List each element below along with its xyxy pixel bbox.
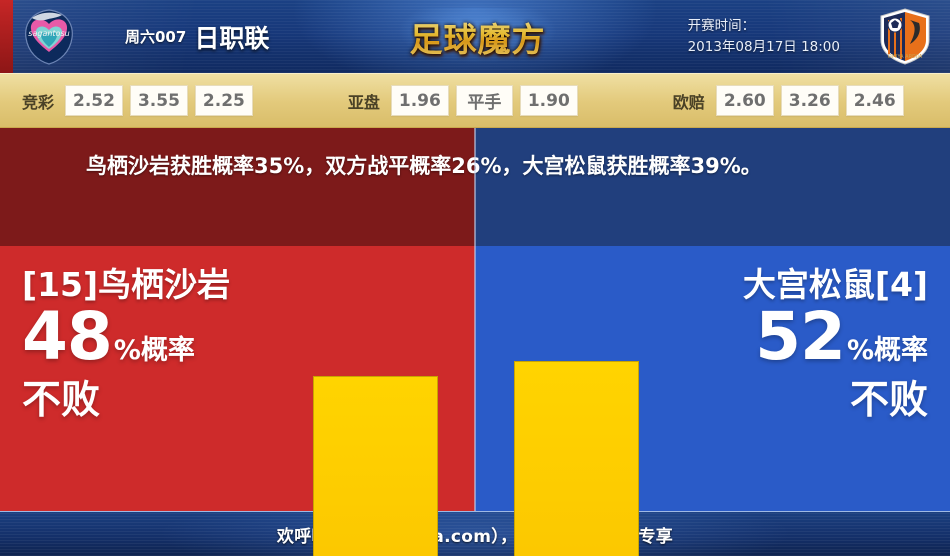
match-number: 周六007: [125, 28, 187, 46]
site-logo-text: 足球魔方: [410, 13, 546, 61]
footer-bar: 欢呼吧（huanhuba.com），以下情报为会员专享: [0, 511, 950, 556]
odds-cell[interactable]: 2.60: [715, 85, 774, 116]
odds-group-label: 竞彩: [22, 92, 55, 112]
away-outcome-label: 不败: [849, 378, 928, 424]
away-team-name: 大宫松鼠[4]: [742, 265, 928, 304]
odds-group-yapan: 亚盘 1.96 平手 1.90: [348, 85, 578, 116]
kickoff-label: 开赛时间：: [687, 17, 756, 34]
away-probability-bar: [514, 361, 639, 556]
svg-text:OMIYA ARDIJA: OMIYA ARDIJA: [888, 54, 923, 60]
header-red-strip: [0, 0, 13, 73]
home-outcome-label: 不败: [22, 378, 101, 424]
summary-band-left: [0, 128, 475, 246]
odds-cell[interactable]: 平手: [455, 85, 513, 116]
away-team-block: 大宫松鼠[4] 52 % 概率 不败: [628, 265, 928, 424]
odds-group-oupei: 欧赔 2.60 3.26 2.46: [673, 85, 904, 116]
omiya-ardija-crest: OMIYA ARDIJA: [874, 6, 936, 66]
home-team-block: [15]鸟栖沙岩 48 % 概率 不败: [22, 265, 322, 424]
odds-bar: 竞彩 2.52 3.55 2.25 亚盘 1.96 平手 1.90 欧赔 2.6…: [0, 73, 950, 128]
panel-divider: [474, 128, 476, 511]
away-percent-row: 52 % 概率: [628, 297, 928, 375]
odds-cell[interactable]: 2.52: [65, 85, 123, 116]
home-percent-row: 48 % 概率: [22, 297, 322, 375]
site-logo[interactable]: 足球魔方: [390, 8, 565, 65]
odds-group-jingcai: 竞彩 2.52 3.55 2.25: [22, 85, 253, 116]
sagan-tosu-crest: sagantosu: [18, 6, 80, 66]
match-label: 周六007 日职联: [125, 0, 269, 73]
odds-cell[interactable]: 1.96: [390, 85, 449, 116]
odds-group-label: 亚盘: [347, 92, 380, 112]
kickoff-value: 2013年08月17日 18:00: [687, 39, 840, 55]
home-team-name: [15]鸟栖沙岩: [22, 265, 231, 304]
away-percent-value: 52: [755, 297, 846, 375]
league-name: 日职联: [194, 23, 270, 53]
summary-band: [0, 128, 950, 246]
summary-band-right: [475, 128, 950, 246]
odds-cell[interactable]: 3.26: [780, 85, 839, 116]
away-percent-sign: %: [846, 334, 874, 366]
odds-cell[interactable]: 3.55: [129, 85, 188, 116]
odds-cell[interactable]: 1.90: [519, 85, 578, 116]
home-probability-bar: [313, 376, 438, 556]
kickoff-info: 开赛时间： 2013年08月17日 18:00: [688, 0, 840, 73]
summary-text: 鸟栖沙岩获胜概率35%，双方战平概率26%，大宫松鼠获胜概率39%。: [86, 154, 762, 178]
header-bar: sagantosu 周六007 日职联 足球魔方 开赛时间： 2013年08月1…: [0, 0, 950, 73]
home-percent-word: 概率: [140, 334, 195, 366]
away-percent-word: 概率: [874, 334, 928, 366]
odds-group-label: 欧赔: [672, 92, 705, 112]
odds-cell[interactable]: 2.46: [845, 85, 904, 116]
svg-text:sagantosu: sagantosu: [28, 29, 69, 38]
odds-cell[interactable]: 2.25: [194, 85, 253, 116]
home-percent-value: 48: [22, 297, 113, 375]
home-percent-sign: %: [113, 334, 141, 366]
